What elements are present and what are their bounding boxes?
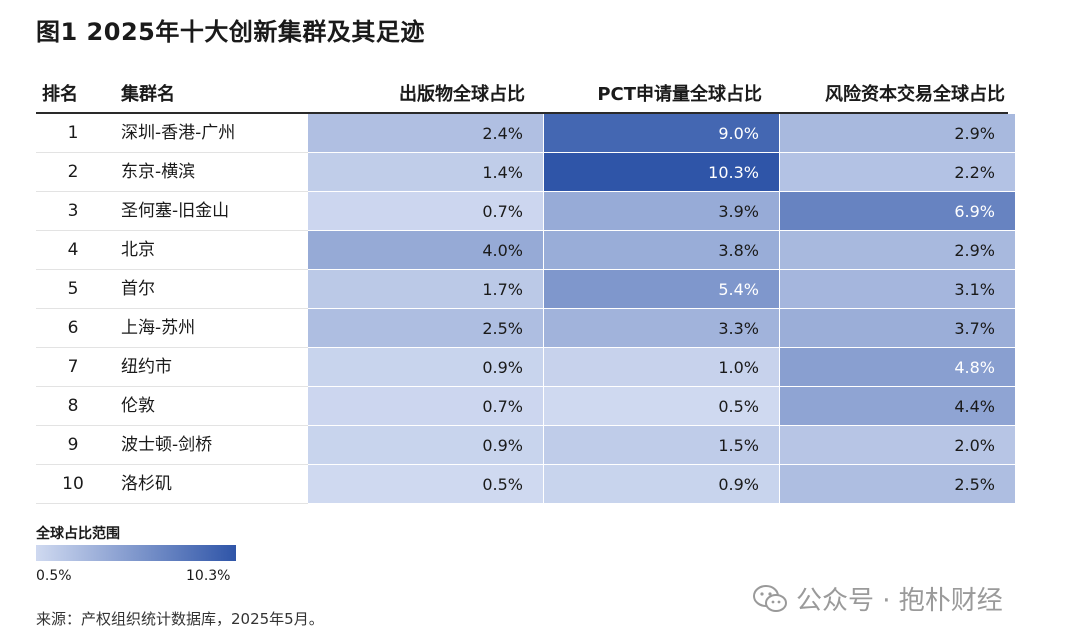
legend-gradient-bar [36,545,236,561]
heat-cell-pct: 3.3% [544,309,780,348]
heat-cell-pub: 0.7% [308,387,544,426]
heat-cell-pub: 1.7% [308,270,544,309]
table-row: 3 圣何塞-旧金山 0.7% 3.9% 6.9% [36,192,1016,231]
rank-cell: 2 [67,162,79,182]
heat-cell-pct: 3.8% [544,231,780,270]
heat-cell-vc: 3.1% [780,270,1016,309]
watermark-text: 公众号 · 抱朴财经 [796,586,1003,616]
cluster-name-cell: 深圳-香港-广州 [121,123,236,143]
rank-cell: 6 [67,318,79,338]
heat-cell-pct: 0.5% [544,387,780,426]
header-vc: 风险资本交易全球占比 [825,84,1005,105]
cluster-name-cell: 纽约市 [121,357,172,377]
rank-cell: 8 [67,396,79,416]
table-row: 6 上海-苏州 2.5% 3.3% 3.7% [36,309,1016,348]
table-row: 1 深圳-香港-广州 2.4% 9.0% 2.9% [36,114,1016,153]
wechat-icon [753,584,787,612]
rank-cell: 5 [67,279,79,299]
source-note: 来源：产权组织统计数据库，2025年5月。 [36,610,324,628]
heat-cell-pub: 1.4% [308,153,544,192]
header-pct: PCT申请量全球占比 [597,84,762,105]
rank-cell: 4 [67,240,79,260]
heat-cell-pct: 3.9% [544,192,780,231]
heat-cell-vc: 3.7% [780,309,1016,348]
header-rank: 排名 [42,84,78,105]
table-row: 7 纽约市 0.9% 1.0% 4.8% [36,348,1016,387]
table-row: 5 首尔 1.7% 5.4% 3.1% [36,270,1016,309]
heat-cell-pub: 0.7% [308,192,544,231]
table-row: 4 北京 4.0% 3.8% 2.9% [36,231,1016,270]
table-row: 2 东京-横滨 1.4% 10.3% 2.2% [36,153,1016,192]
heatmap-table: 1 深圳-香港-广州 2.4% 9.0% 2.9% 2 东京-横滨 1.4% 10.3% 2.2%… [36,114,1016,504]
heat-cell-vc: 2.0% [780,426,1016,465]
rank-cell: 1 [67,123,79,143]
cluster-name-cell: 波士顿-剑桥 [121,435,213,455]
heat-cell-pct: 5.4% [544,270,780,309]
header-publications: 出版物全球占比 [399,84,525,105]
heat-cell-pct: 1.5% [544,426,780,465]
header-divider [36,112,1008,114]
heat-cell-vc: 4.4% [780,387,1016,426]
chart-title: 图1 2025年十大创新集群及其足迹 [36,18,425,46]
heat-cell-pub: 2.4% [308,114,544,153]
cluster-name-cell: 东京-横滨 [121,162,196,182]
header-cluster-name: 集群名 [121,84,175,105]
cluster-name-cell: 上海-苏州 [121,318,196,338]
rank-cell: 9 [67,435,79,455]
heat-cell-pct: 10.3% [544,153,780,192]
heat-cell-pub: 0.9% [308,348,544,387]
heat-cell-vc: 6.9% [780,192,1016,231]
rank-cell: 7 [67,357,79,377]
table-row: 8 伦敦 0.7% 0.5% 4.4% [36,387,1016,426]
table-row: 9 波士顿-剑桥 0.9% 1.5% 2.0% [36,426,1016,465]
heat-cell-vc: 2.9% [780,114,1016,153]
heat-cell-pub: 2.5% [308,309,544,348]
legend-min-label: 0.5% [36,568,72,584]
legend-max-label: 10.3% [186,568,231,584]
heat-cell-pub: 4.0% [308,231,544,270]
heat-cell-vc: 2.2% [780,153,1016,192]
rank-cell: 3 [67,201,79,221]
cluster-name-cell: 洛杉矶 [121,474,172,494]
heat-cell-pub: 0.5% [308,465,544,504]
cluster-name-cell: 圣何塞-旧金山 [121,201,230,221]
table-row: 10 洛杉矶 0.5% 0.9% 2.5% [36,465,1016,504]
heat-cell-pub: 0.9% [308,426,544,465]
watermark: 公众号 · 抱朴财经 [752,580,1003,617]
heat-cell-pct: 1.0% [544,348,780,387]
heat-cell-pct: 0.9% [544,465,780,504]
heat-cell-vc: 4.8% [780,348,1016,387]
legend-title: 全球占比范围 [36,526,120,542]
heat-cell-vc: 2.9% [780,231,1016,270]
heat-cell-vc: 2.5% [780,465,1016,504]
cluster-name-cell: 北京 [121,240,155,260]
cluster-name-cell: 首尔 [121,279,155,299]
cluster-name-cell: 伦敦 [121,396,155,416]
heat-cell-pct: 9.0% [544,114,780,153]
rank-cell: 10 [62,474,84,494]
